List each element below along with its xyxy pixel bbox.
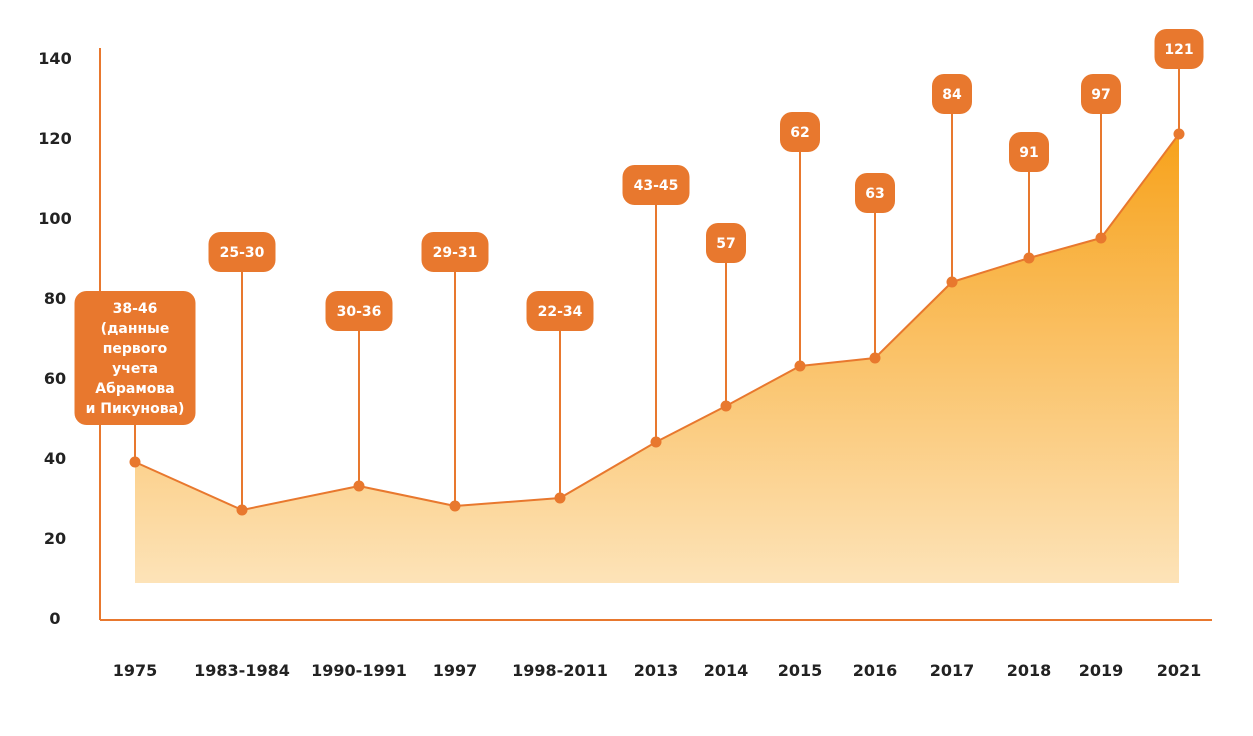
data-point bbox=[129, 456, 141, 468]
x-tick-label: 2014 bbox=[704, 661, 749, 680]
data-label: 97 bbox=[1081, 74, 1121, 114]
data-label: 38-46 (данные первого учета Абрамова и Пикуно… bbox=[74, 291, 196, 425]
y-tick-label: 80 bbox=[44, 289, 66, 308]
data-point bbox=[794, 360, 806, 372]
data-label-text: 62 bbox=[790, 125, 809, 141]
x-tick-label: 1998-2011 bbox=[512, 661, 608, 680]
y-tick-label: 100 bbox=[38, 209, 71, 228]
data-label: 25-30 bbox=[208, 232, 276, 272]
x-tick-label: 2015 bbox=[778, 661, 823, 680]
data-point bbox=[946, 276, 958, 288]
data-point bbox=[1095, 232, 1107, 244]
data-label: 43-45 bbox=[622, 165, 690, 205]
data-point bbox=[720, 400, 732, 412]
x-tick-label: 1990-1991 bbox=[311, 661, 407, 680]
x-tick-label: 2021 bbox=[1157, 661, 1202, 680]
data-label-box bbox=[622, 165, 690, 205]
data-label-text: 63 bbox=[865, 186, 884, 202]
data-label-box bbox=[932, 74, 972, 114]
x-tick-label: 1997 bbox=[433, 661, 478, 680]
y-tick-label: 140 bbox=[38, 49, 71, 68]
data-label-box bbox=[208, 232, 276, 272]
data-label-text: Абрамова bbox=[95, 381, 174, 397]
data-label-text: 38-46 bbox=[113, 301, 158, 317]
x-tick-label: 1975 bbox=[113, 661, 158, 680]
data-label-box bbox=[780, 112, 820, 152]
data-label-text: 121 bbox=[1164, 42, 1193, 58]
x-tick-label: 2016 bbox=[853, 661, 898, 680]
data-label: 62 bbox=[780, 112, 820, 152]
data-label-box bbox=[855, 173, 895, 213]
x-tick-label: 2017 bbox=[930, 661, 975, 680]
x-tick-label: 2018 bbox=[1007, 661, 1052, 680]
y-tick-label: 20 bbox=[44, 529, 66, 548]
data-point bbox=[554, 492, 566, 504]
data-label-box bbox=[421, 232, 489, 272]
data-point bbox=[353, 480, 365, 492]
data-point bbox=[1173, 128, 1185, 140]
data-label: 29-31 bbox=[421, 232, 489, 272]
x-tick-label: 2013 bbox=[634, 661, 679, 680]
data-label: 91 bbox=[1009, 132, 1049, 172]
data-label: 121 bbox=[1154, 29, 1204, 69]
data-label-text: 84 bbox=[942, 87, 962, 103]
data-label-box bbox=[1081, 74, 1121, 114]
area-fill bbox=[135, 134, 1179, 583]
data-label-box bbox=[526, 291, 594, 331]
data-label-text: первого bbox=[103, 341, 168, 357]
data-label: 84 bbox=[932, 74, 972, 114]
data-point bbox=[236, 504, 248, 516]
data-label-box bbox=[325, 291, 393, 331]
y-tick-label: 40 bbox=[44, 449, 66, 468]
y-tick-label: 0 bbox=[49, 609, 60, 628]
data-point bbox=[1023, 252, 1035, 264]
data-point bbox=[650, 436, 662, 448]
data-label-text: 22-34 bbox=[538, 304, 583, 320]
data-label-text: (данные bbox=[101, 321, 170, 337]
data-label-text: 57 bbox=[716, 236, 735, 252]
data-label-text: 30-36 bbox=[337, 304, 382, 320]
y-tick-label: 120 bbox=[38, 129, 71, 148]
data-label-text: 29-31 bbox=[433, 245, 478, 261]
data-label-box bbox=[1009, 132, 1049, 172]
data-label: 30-36 bbox=[325, 291, 393, 331]
data-label: 57 bbox=[706, 223, 746, 263]
data-label-text: 91 bbox=[1019, 145, 1038, 161]
x-tick-label: 2019 bbox=[1079, 661, 1124, 680]
data-label: 22-34 bbox=[526, 291, 594, 331]
data-label-text: 25-30 bbox=[220, 245, 265, 261]
data-point bbox=[869, 352, 881, 364]
data-label-text: 97 bbox=[1091, 87, 1110, 103]
data-point bbox=[449, 500, 461, 512]
data-label-box bbox=[706, 223, 746, 263]
data-label: 63 bbox=[855, 173, 895, 213]
data-label-text: и Пикунова) bbox=[86, 401, 185, 417]
data-label-box bbox=[74, 291, 196, 425]
data-label-box bbox=[1154, 29, 1204, 69]
y-tick-label: 60 bbox=[44, 369, 66, 388]
x-tick-label: 1983-1984 bbox=[194, 661, 290, 680]
data-label-text: учета bbox=[112, 361, 158, 377]
data-label-text: 43-45 bbox=[634, 178, 679, 194]
